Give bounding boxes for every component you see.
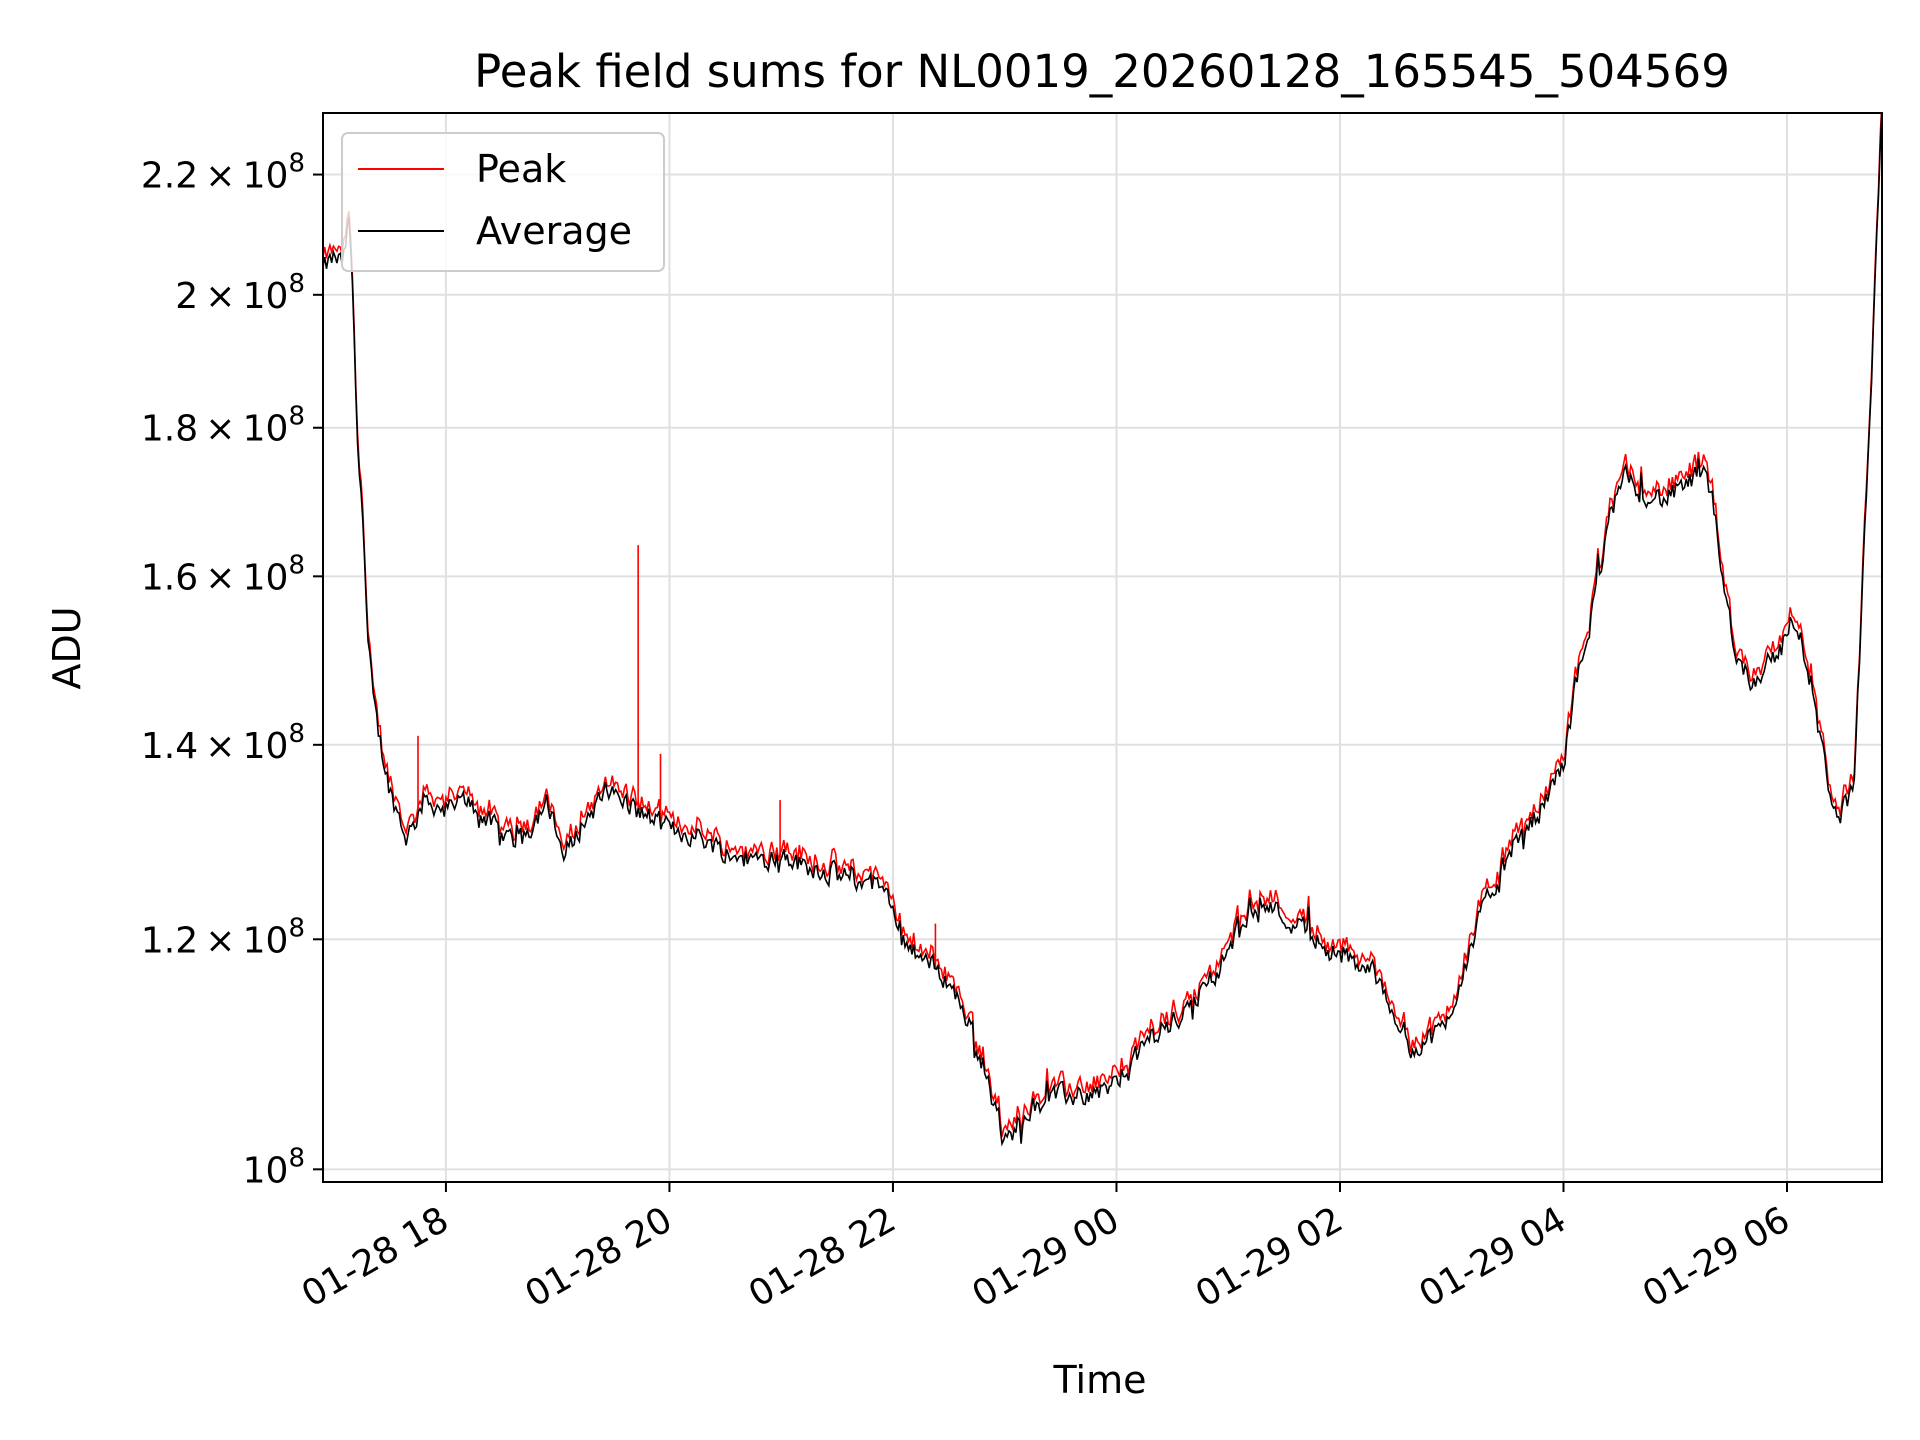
plot-area: [323, 113, 1882, 1147]
chart-title: Peak field sums for NL0019_20260128_1655…: [474, 45, 1730, 98]
x-tick-label: 01-28 18: [295, 1199, 456, 1315]
grid: [323, 113, 1882, 1182]
y-tick-label: 2.2 × 108: [141, 149, 305, 197]
y-axis-label: ADU: [45, 606, 89, 689]
y-tick-label: 1.4 × 108: [141, 719, 305, 767]
x-tick-label: 01-29 02: [1189, 1199, 1350, 1315]
x-axis: 01-28 18 01-28 20 01-28 22 01-29 00 01-29 02…: [295, 1182, 1797, 1316]
series-peak-line: [323, 113, 1882, 1137]
plot-frame: [322, 112, 1883, 1183]
y-tick-label: 1.8 × 108: [141, 402, 305, 450]
y-tick-label: 2 × 108: [175, 269, 305, 317]
y-axis: 108 1.2 × 108 1.4 × 108 1.6 × 108 1.8 × 108 2…: [141, 149, 323, 1191]
x-tick-label: 01-29 06: [1636, 1199, 1797, 1315]
x-tick-label: 01-28 22: [742, 1199, 903, 1315]
x-tick-label: 01-29 04: [1413, 1199, 1574, 1315]
legend-peak-label: Peak: [476, 147, 566, 191]
legend-box: [341, 132, 665, 272]
x-tick-label: 01-28 20: [518, 1199, 679, 1315]
y-tick-label: 1.6 × 108: [141, 550, 305, 598]
y-tick-label: 108: [243, 1143, 305, 1191]
series-average-line: [323, 113, 1882, 1147]
x-axis-label: Time: [1053, 1358, 1147, 1402]
x-tick-label: 01-29 00: [965, 1199, 1126, 1315]
legend: Peak Average: [341, 132, 665, 272]
legend-average-label: Average: [476, 209, 632, 253]
y-tick-label: 1.2 × 108: [141, 913, 305, 961]
